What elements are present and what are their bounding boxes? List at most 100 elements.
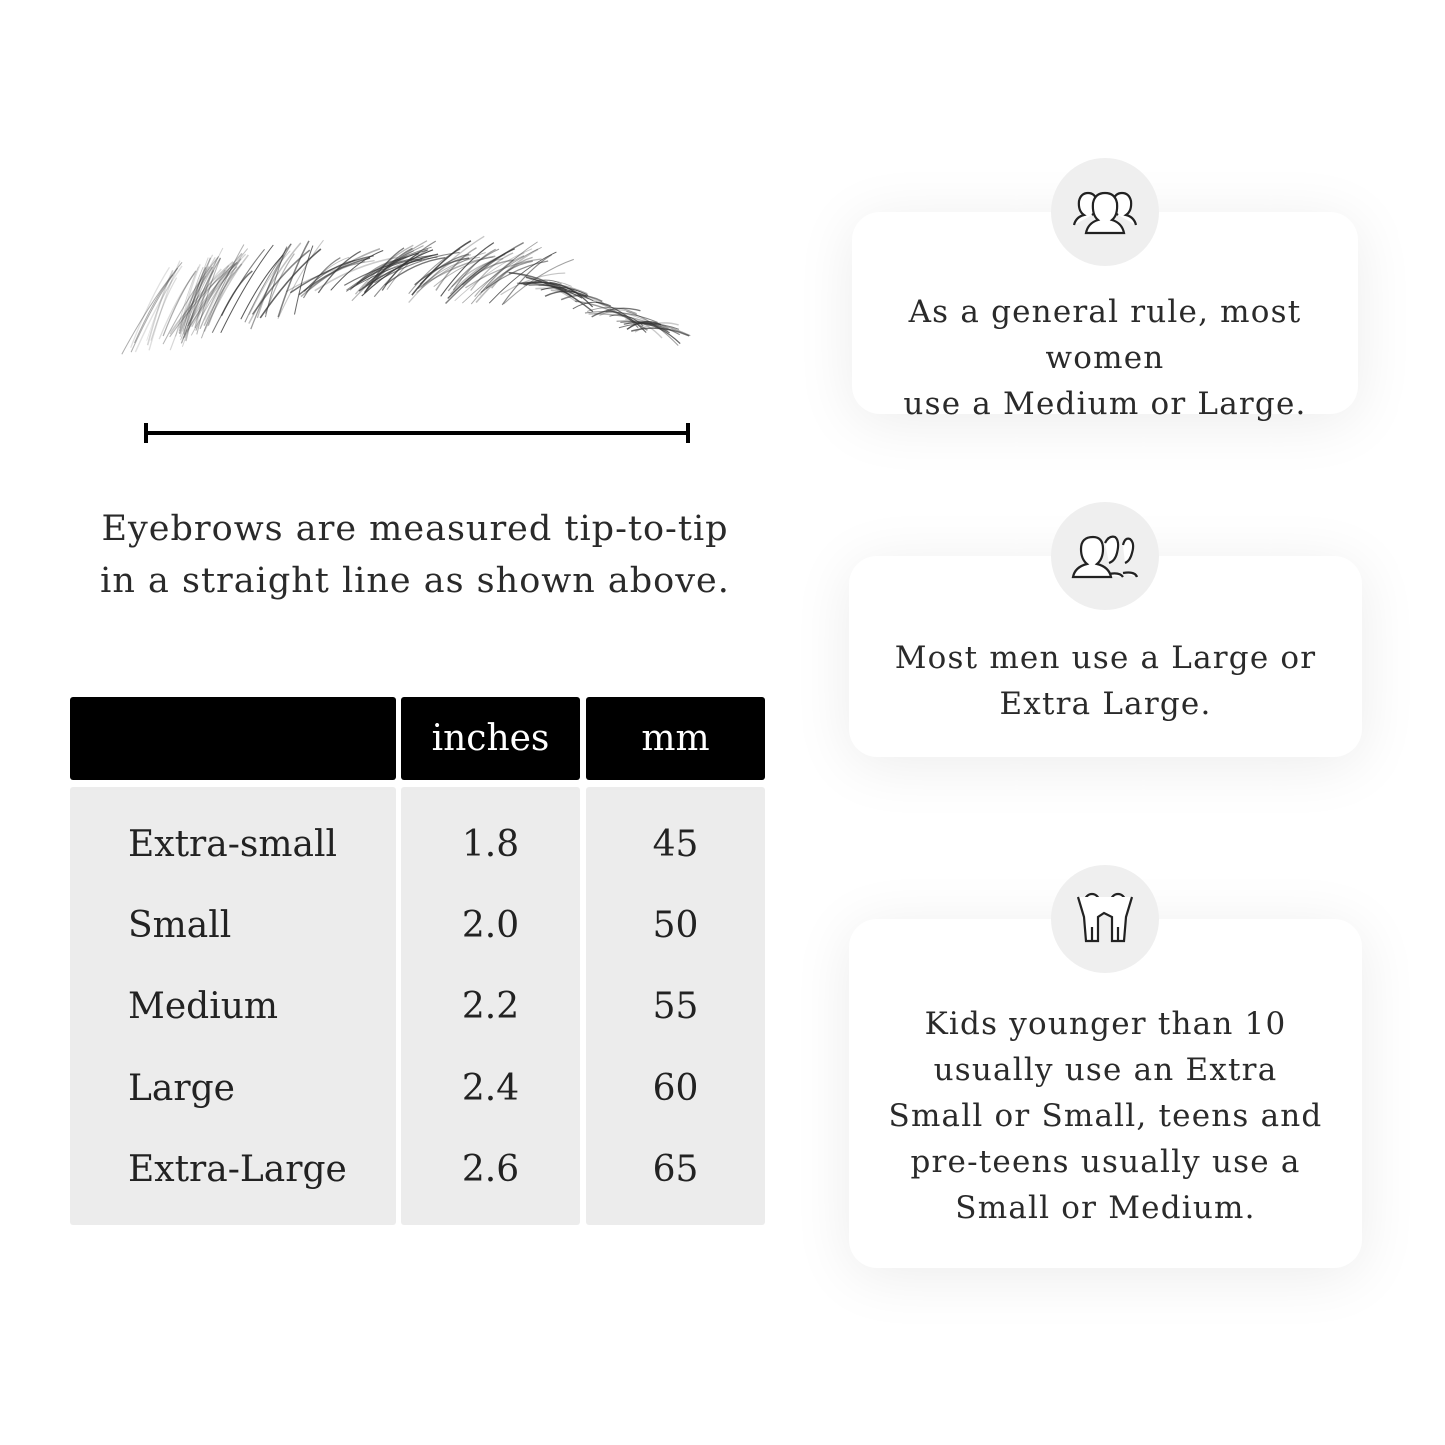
eyebrow-hair — [300, 248, 381, 298]
measurement-caption: Eyebrows are measured tip-to-tip in a st… — [100, 503, 730, 607]
eyebrow-hair — [480, 260, 549, 293]
eyebrow-hair — [381, 252, 420, 291]
eyebrow-hair — [183, 267, 207, 335]
eyebrow-hair — [447, 248, 500, 292]
card-text: Kids younger than 10 — [924, 1006, 1287, 1042]
eyebrow-hair — [640, 322, 672, 331]
card-text: pre-teens usually use a — [910, 1144, 1301, 1180]
eyebrow-hair — [588, 313, 669, 331]
eyebrow-hair — [191, 266, 238, 328]
cell-size: Extra-small — [128, 824, 337, 865]
eyebrow-hair — [626, 310, 679, 346]
eyebrow-hair — [195, 265, 230, 331]
eyebrow-hair — [491, 256, 533, 289]
eyebrow-hair — [190, 248, 249, 336]
eyebrow-hair — [178, 275, 207, 329]
eyebrow-hair — [465, 258, 542, 289]
eyebrow-hair — [244, 243, 292, 323]
eyebrow-hair — [420, 254, 472, 288]
icon-circle — [1051, 502, 1159, 610]
header-inches: inches — [401, 697, 580, 780]
eyebrow-hair — [204, 271, 235, 321]
eyebrow-hair — [485, 260, 533, 289]
inches-column — [401, 787, 580, 1225]
eyebrow-hair — [591, 307, 641, 318]
eyebrow-hair — [416, 252, 486, 293]
cell-mm: 55 — [652, 986, 699, 1027]
eyebrow-hair — [199, 263, 236, 330]
eyebrow-hair — [616, 320, 691, 337]
cell-inches: 2.2 — [461, 986, 520, 1027]
eyebrow-hair — [461, 259, 514, 286]
eyebrow-hair — [187, 262, 239, 327]
eyebrow-hair — [417, 255, 496, 290]
caption-line: in a straight line as shown above. — [100, 561, 730, 601]
cell-mm: 65 — [652, 1149, 699, 1190]
eyebrow-hair — [605, 310, 639, 329]
header-size — [70, 697, 396, 780]
eyebrow-hair — [422, 256, 481, 285]
icon-circle — [1051, 158, 1159, 266]
eyebrow-hair — [508, 271, 573, 297]
eyebrow-hair — [200, 244, 245, 339]
eyebrow-hair — [169, 254, 214, 351]
eyebrow-hair — [211, 248, 265, 333]
eyebrow-hair — [285, 260, 375, 293]
eyebrow-hair — [175, 266, 199, 337]
eyebrow-hair — [330, 250, 384, 291]
eyebrow-hair — [584, 311, 658, 323]
eyebrow-hair — [248, 242, 302, 324]
eyebrow-hair — [203, 254, 249, 332]
eyebrow-hair — [518, 282, 583, 299]
eyebrow-hair — [178, 266, 210, 332]
eyebrow-hair — [538, 285, 579, 303]
eyebrow-hair — [150, 277, 178, 341]
eyebrow-hair — [408, 235, 485, 303]
eyebrow-hair — [180, 257, 219, 341]
eyebrow-hair — [182, 266, 204, 332]
eyebrow-hair — [277, 240, 310, 318]
eyebrow-hair — [346, 246, 432, 291]
eyebrow-hair — [187, 268, 222, 324]
kids-icon — [1076, 892, 1134, 943]
eyebrow-hair — [130, 266, 170, 348]
card-text: use a Medium or Large. — [903, 386, 1307, 422]
eyebrow-hair — [620, 321, 681, 336]
eyebrow-hair — [572, 301, 612, 310]
eyebrow-hair — [451, 257, 504, 288]
cell-mm: 60 — [652, 1068, 699, 1109]
mm-column — [586, 787, 765, 1225]
eyebrow-hair — [525, 276, 594, 313]
cell-mm: 45 — [652, 824, 699, 865]
eyebrow-hair — [182, 252, 243, 339]
eyebrow-hair — [293, 245, 314, 315]
eyebrow-hair — [408, 248, 461, 295]
eyebrow-hair — [148, 260, 181, 351]
eyebrow-hair — [251, 249, 311, 315]
eyebrow-hair — [259, 248, 322, 319]
eyebrow-hair — [503, 258, 574, 305]
cell-size: Large — [128, 1068, 235, 1109]
cell-inches: 1.8 — [461, 824, 520, 865]
eyebrow-hair — [146, 269, 174, 346]
eyebrow-hair — [384, 256, 446, 286]
eyebrow-hair — [435, 247, 477, 291]
eyebrow-illustration — [121, 235, 691, 355]
cell-inches: 2.0 — [461, 905, 520, 946]
eyebrow-hair — [374, 251, 460, 284]
eyebrow-hair — [411, 240, 472, 296]
eyebrow-hair — [256, 247, 288, 319]
eyebrow-hair — [178, 264, 201, 334]
eyebrow-hair — [196, 258, 221, 335]
eyebrow-hair — [181, 247, 224, 347]
eyebrow-hair — [419, 253, 470, 285]
eyebrow-hair — [169, 261, 234, 335]
men-group-icon — [1071, 535, 1139, 579]
eyebrow-hair — [195, 260, 217, 332]
eyebrow-hair — [302, 257, 341, 299]
eyebrow-hair — [207, 258, 242, 326]
eyebrow-hair — [298, 257, 371, 296]
eyebrow-hair — [162, 270, 197, 337]
eyebrow-hair — [500, 272, 566, 296]
cell-mm: 50 — [652, 905, 699, 946]
